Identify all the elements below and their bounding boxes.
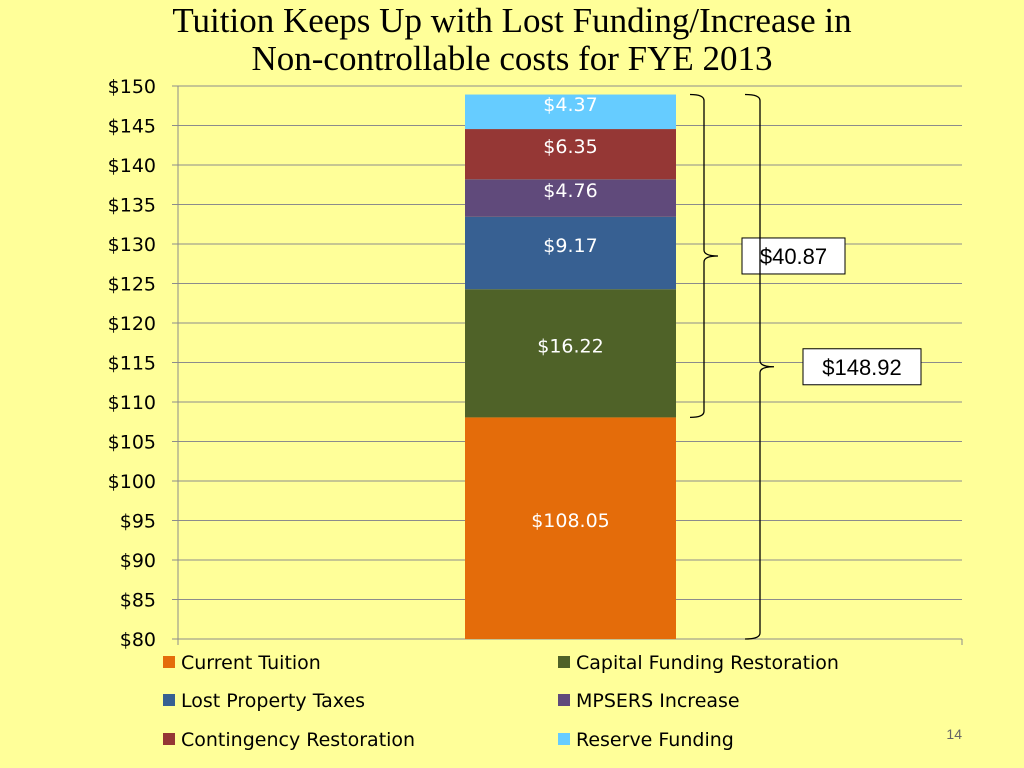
bar-segment [465,216,676,290]
page-number: 14 [946,726,962,742]
legend-label: MPSERS Increase [576,690,740,712]
y-tick-label: $135 [108,195,156,217]
annotation-box [741,237,846,275]
data-label: $16.22 [537,335,603,357]
title-line-1: Tuition Keeps Up with Lost Funding/Incre… [172,1,852,40]
legend-swatch [163,733,175,745]
bar-segment [465,417,676,639]
y-tick-label: $110 [108,392,156,414]
data-label: $4.37 [543,94,597,116]
legend-label: Current Tuition [181,652,321,674]
data-label: $108.05 [531,510,610,532]
annotation-box [802,348,922,386]
bracket [689,93,719,419]
data-label: $9.17 [543,235,597,257]
legend-label: Reserve Funding [576,729,734,751]
legend-swatch [558,656,570,668]
y-tick-label: $130 [108,234,156,256]
page-title: Tuition Keeps Up with Lost Funding/Incre… [0,2,1024,78]
bar-segment [465,179,676,217]
legend-swatch [163,656,175,668]
brackets: $40.87 $148.92 [689,93,922,640]
legend-swatch [558,733,570,745]
y-tick-label: $120 [108,313,156,335]
legend-label: Contingency Restoration [181,729,415,751]
annotation-label: $148.92 [822,355,902,380]
data-label: $6.35 [543,136,597,158]
y-tick-label: $100 [108,471,156,493]
data-label: $4.76 [543,180,597,202]
y-tick-label: $125 [108,274,156,296]
y-tick-label: $150 [108,76,156,98]
y-tick-label: $90 [120,550,156,572]
y-tick-label: $105 [108,432,156,454]
bar-segment [465,94,676,130]
legend-label: Capital Funding Restoration [576,652,839,674]
bar-segment [465,289,676,418]
y-tick-label: $80 [120,629,156,651]
y-tick-label: $95 [120,511,156,533]
y-tick-label: $85 [120,590,156,612]
y-tick-label: $140 [108,155,156,177]
title-line-2: Non-controllable costs for FYE 2013 [251,39,773,78]
legend-swatch [163,694,175,706]
y-tick-label: $115 [108,353,156,375]
annotation-label: $40.87 [760,244,827,269]
y-axis-tick-labels: $80 $85 $90 $95 $100 $105 $110 $115 $120 $125 $130… [108,76,156,651]
legend-swatch [558,694,570,706]
y-tick-label: $145 [108,116,156,138]
bar-segments: $108.05 $16.22 $9.17 $4.76 $6.35 $4.37 [465,94,676,639]
bar-segment [465,129,676,180]
legend-label: Lost Property Taxes [181,690,365,712]
legend: Current Tuition Capital Funding Restorati… [163,652,839,751]
bracket [744,93,775,640]
